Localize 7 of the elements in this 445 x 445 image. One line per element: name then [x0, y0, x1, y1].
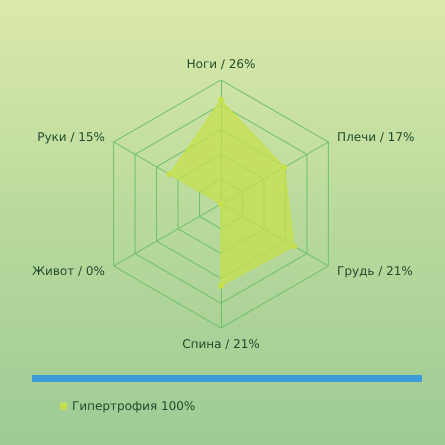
legend-label: Гипертрофия 100%: [72, 399, 196, 413]
spoke-label: Спина / 21%: [182, 337, 260, 351]
spoke-label: Грудь / 21%: [337, 264, 413, 278]
spoke-label: Живот / 0%: [32, 264, 105, 278]
spoke-label: Руки / 15%: [37, 130, 105, 144]
spoke-label: Плечи / 17%: [337, 130, 414, 144]
spoke-label: Ноги / 26%: [186, 57, 256, 71]
